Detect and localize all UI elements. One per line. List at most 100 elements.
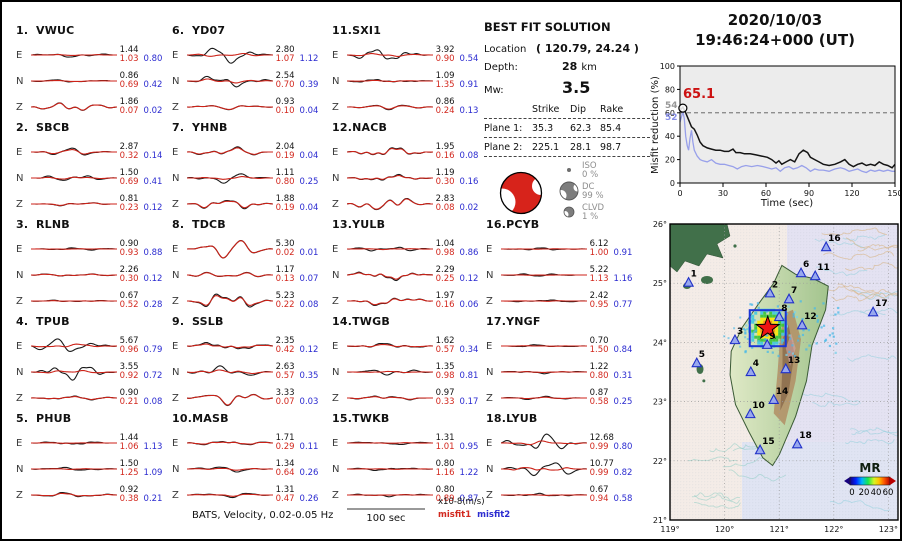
waveform-plot bbox=[346, 104, 433, 111]
station-title: 16.PCYB bbox=[486, 218, 646, 234]
trace-values: 3.33 0.07 0.03 bbox=[273, 388, 332, 408]
channel-label: E bbox=[172, 146, 179, 158]
channel-label: Z bbox=[332, 392, 339, 404]
map-station-number: 6 bbox=[803, 260, 809, 270]
trace-values: 0.80 0.89 0.87 bbox=[433, 485, 492, 505]
waveform-column: 11.SXI1 E 3.92 0.90 0.54 N 1.09 1.35 0.91 Z 0.86 0.… bbox=[332, 24, 492, 509]
trace-values: 2.26 0.30 0.12 bbox=[117, 264, 176, 285]
map-station-triangle-4 bbox=[745, 365, 757, 377]
trace-values: 1.44 1.03 0.80 bbox=[117, 45, 176, 65]
colorbar-tick: 60 bbox=[883, 488, 894, 498]
amplitude-value: 1.95 bbox=[435, 141, 455, 152]
amplitude-value: 0.90 bbox=[119, 238, 139, 249]
dc-beachball-icon bbox=[559, 181, 579, 201]
trace-values: 1.22 0.80 0.31 bbox=[587, 362, 646, 382]
waveform-row-SSLB-Z: Z 3.33 0.07 0.03 bbox=[172, 385, 332, 411]
amplitude-value: 1.50 bbox=[119, 167, 139, 178]
amplitude-value: 0.97 bbox=[435, 387, 455, 398]
misfit2-value: 0.14 bbox=[143, 151, 163, 161]
depth-label: Depth: bbox=[484, 62, 518, 73]
misfit2-value: 0.31 bbox=[613, 371, 633, 381]
trace-values: 2.63 0.57 0.35 bbox=[273, 362, 332, 382]
misfit1-value: 1.00 bbox=[589, 248, 609, 258]
waveform-plot bbox=[30, 491, 117, 498]
station-number: 15. bbox=[332, 412, 353, 425]
waveform-row-TPUB-E: E 5.67 0.96 0.79 bbox=[16, 333, 176, 359]
trace-values: 1.09 1.35 0.91 bbox=[433, 71, 492, 91]
iso-pct: 0 % bbox=[582, 169, 599, 180]
waveform-plot bbox=[186, 75, 273, 88]
trace-values: 2.35 0.42 0.12 bbox=[273, 336, 332, 356]
station-code: NACB bbox=[352, 121, 388, 134]
waveform-plot bbox=[186, 341, 273, 350]
trace-values: 5.67 0.96 0.79 bbox=[117, 336, 176, 356]
misfit2-value: 0.12 bbox=[299, 345, 319, 355]
dashed-divider bbox=[484, 118, 650, 119]
plane2-dip: 28.1 bbox=[570, 142, 592, 153]
waveform-row-TDCB-E: E 5.30 0.02 0.01 bbox=[172, 236, 332, 262]
channel-label: Z bbox=[172, 489, 179, 501]
trace-values: 1.31 0.47 0.26 bbox=[273, 485, 332, 505]
misfit1-value: 0.07 bbox=[119, 106, 139, 116]
station-code: RLNB bbox=[36, 218, 70, 231]
nodal-plane-table: Strike Dip Rake bbox=[484, 102, 650, 117]
channel-label: E bbox=[16, 340, 23, 352]
misfit2-value: 1.09 bbox=[143, 468, 163, 478]
misfit2-value: 0.91 bbox=[613, 248, 633, 258]
misfit2-value: 0.16 bbox=[459, 177, 479, 187]
amplitude-value: 2.26 bbox=[119, 264, 139, 275]
station-number: 10. bbox=[172, 412, 193, 425]
channel-label: E bbox=[486, 437, 493, 449]
waveform-plot bbox=[500, 462, 587, 477]
svg-text:0: 0 bbox=[677, 189, 682, 198]
station-YD07: 6. YD07 E 2.80 1.07 1.12 N 2.54 0.70 0.39 Z 0.93 0.1… bbox=[172, 24, 332, 121]
waveform-plot bbox=[30, 395, 117, 401]
location-label: Location bbox=[484, 44, 527, 55]
svg-text:52: 52 bbox=[665, 113, 678, 123]
misfit2-value: 0.35 bbox=[299, 371, 319, 381]
waveform-plot bbox=[186, 492, 273, 499]
misfit1-value: 0.25 bbox=[435, 274, 455, 284]
waveform-plot bbox=[500, 395, 587, 401]
svg-text:Time (sec): Time (sec) bbox=[760, 198, 813, 209]
channel-label: E bbox=[332, 146, 339, 158]
channel-label: E bbox=[332, 243, 339, 255]
waveform-row-SXI1-Z: Z 0.86 0.24 0.13 bbox=[332, 94, 492, 120]
waveform-row-YULB-E: E 1.04 0.98 0.86 bbox=[332, 236, 492, 262]
station-number: 3. bbox=[16, 218, 29, 231]
waveform-row-SSLB-E: E 2.35 0.42 0.12 bbox=[172, 333, 332, 359]
misfit2-value: 0.95 bbox=[459, 442, 479, 452]
misfit1-value: 0.23 bbox=[119, 203, 139, 213]
waveform-plot bbox=[30, 366, 117, 381]
waveform-plot bbox=[186, 393, 273, 407]
clvd-pct: 1 % bbox=[582, 211, 599, 222]
amplitude-value: 0.92 bbox=[119, 484, 139, 495]
misfit1-value: 1.13 bbox=[589, 274, 609, 284]
amplitude-value: 2.42 bbox=[589, 290, 609, 301]
amplitude-value: 1.31 bbox=[435, 432, 455, 443]
trace-values: 0.86 0.24 0.13 bbox=[433, 96, 492, 117]
channel-label: Z bbox=[172, 101, 179, 113]
channel-label: N bbox=[16, 75, 24, 87]
trace-values: 10.77 0.99 0.82 bbox=[587, 459, 646, 479]
channel-label: E bbox=[172, 49, 179, 61]
map-station-triangle-16 bbox=[820, 240, 832, 252]
moment-tensor-section: ISO 0 % DC bbox=[484, 160, 650, 223]
station-code: YD07 bbox=[192, 24, 226, 37]
trace-values: 0.90 0.93 0.88 bbox=[117, 238, 176, 259]
trace-values: 1.88 0.19 0.04 bbox=[273, 194, 332, 214]
channel-label: Z bbox=[16, 101, 23, 113]
svg-text:60: 60 bbox=[761, 189, 771, 198]
trace-values: 2.04 0.19 0.04 bbox=[273, 142, 332, 162]
amplitude-value: 2.54 bbox=[275, 70, 295, 81]
amplitude-value: 1.44 bbox=[119, 432, 139, 443]
misfit2-value: 0.86 bbox=[459, 248, 479, 258]
trace-values: 5.30 0.02 0.01 bbox=[273, 239, 332, 259]
misfit1-value: 0.95 bbox=[589, 300, 609, 310]
map-station-triangle-15 bbox=[754, 443, 766, 455]
amplitude-value: 0.86 bbox=[435, 96, 455, 107]
svg-text:20: 20 bbox=[665, 156, 675, 165]
misfit1-value: 0.89 bbox=[435, 494, 455, 504]
station-SXI1: 11.SXI1 E 3.92 0.90 0.54 N 1.09 1.35 0.91 Z 0.86 0.… bbox=[332, 24, 492, 121]
dashed-divider bbox=[484, 156, 650, 157]
